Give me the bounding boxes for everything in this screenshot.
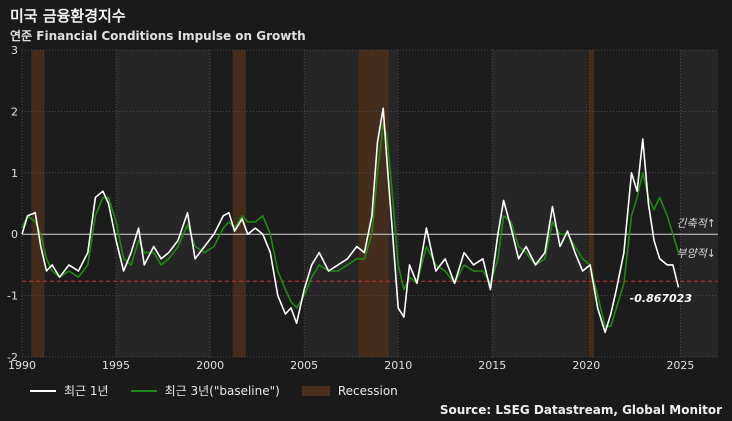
y-tick-label: 1 xyxy=(11,167,18,180)
series-line-recent3 xyxy=(21,122,680,328)
tight-annotation: 긴축적↑ xyxy=(676,217,716,230)
legend-label-recession: Recession xyxy=(337,383,398,398)
grid-lines xyxy=(21,49,718,358)
y-tick-label: -2 xyxy=(7,351,18,364)
x-tick-label: 2005 xyxy=(290,359,318,372)
series-lines xyxy=(21,107,680,334)
last-value-label: -0.867023 xyxy=(630,292,693,305)
x-tick-label: 2020 xyxy=(572,359,600,372)
x-tick-label: 2015 xyxy=(478,359,506,372)
source-note: Source: LSEG Datastream, Global Monitor xyxy=(439,403,722,417)
annotations: 긴축적↑ 부양적↓ -0.867023 xyxy=(630,217,716,305)
x-tick-label: 2000 xyxy=(196,359,224,372)
loose-annotation: 부양적↓ xyxy=(676,247,716,260)
x-tick-label: 1990 xyxy=(8,359,36,372)
legend-item-recent3: 최근 3년("baseline") xyxy=(130,382,280,399)
chart-subtitle: 연준 Financial Conditions Impulse on Growt… xyxy=(10,29,306,43)
y-tick-label: 2 xyxy=(11,105,18,118)
recession-bands xyxy=(31,50,594,357)
x-tick-label: 2025 xyxy=(666,359,694,372)
recession-band-1 xyxy=(232,50,246,357)
x-tick-label: 1995 xyxy=(102,359,130,372)
recession-band-3 xyxy=(588,50,594,357)
legend-swatch-recession xyxy=(301,385,330,396)
axis-labels: 1990 1995 2000 2005 2010 2015 2020 2025 -2 -1 0 1 2 3 xyxy=(7,44,694,372)
y-tick-label: 0 xyxy=(11,228,18,241)
plot-band xyxy=(116,50,211,357)
legend-label-recent1: 최근 1년 xyxy=(64,384,109,398)
chart-legend: 최근 1년 최근 3년("baseline") Recession xyxy=(30,382,420,399)
recession-band-0 xyxy=(31,50,45,357)
legend-item-recent1: 최근 1년 xyxy=(30,382,109,399)
y-tick-label: -1 xyxy=(7,290,18,303)
chart-title: 미국 금융환경지수 xyxy=(10,7,126,25)
recession-band-2 xyxy=(358,50,389,357)
x-tick-label: 2010 xyxy=(384,359,412,372)
plot-band xyxy=(492,50,587,357)
plot-band xyxy=(680,50,718,357)
y-tick-label: 3 xyxy=(11,44,18,57)
series-line-recent1 xyxy=(21,107,680,334)
legend-swatch-recent3 xyxy=(130,389,157,392)
legend-label-recent3: 최근 3년("baseline") xyxy=(164,384,280,398)
legend-swatch-recent1 xyxy=(30,389,56,392)
legend-item-recession: Recession xyxy=(301,383,398,398)
